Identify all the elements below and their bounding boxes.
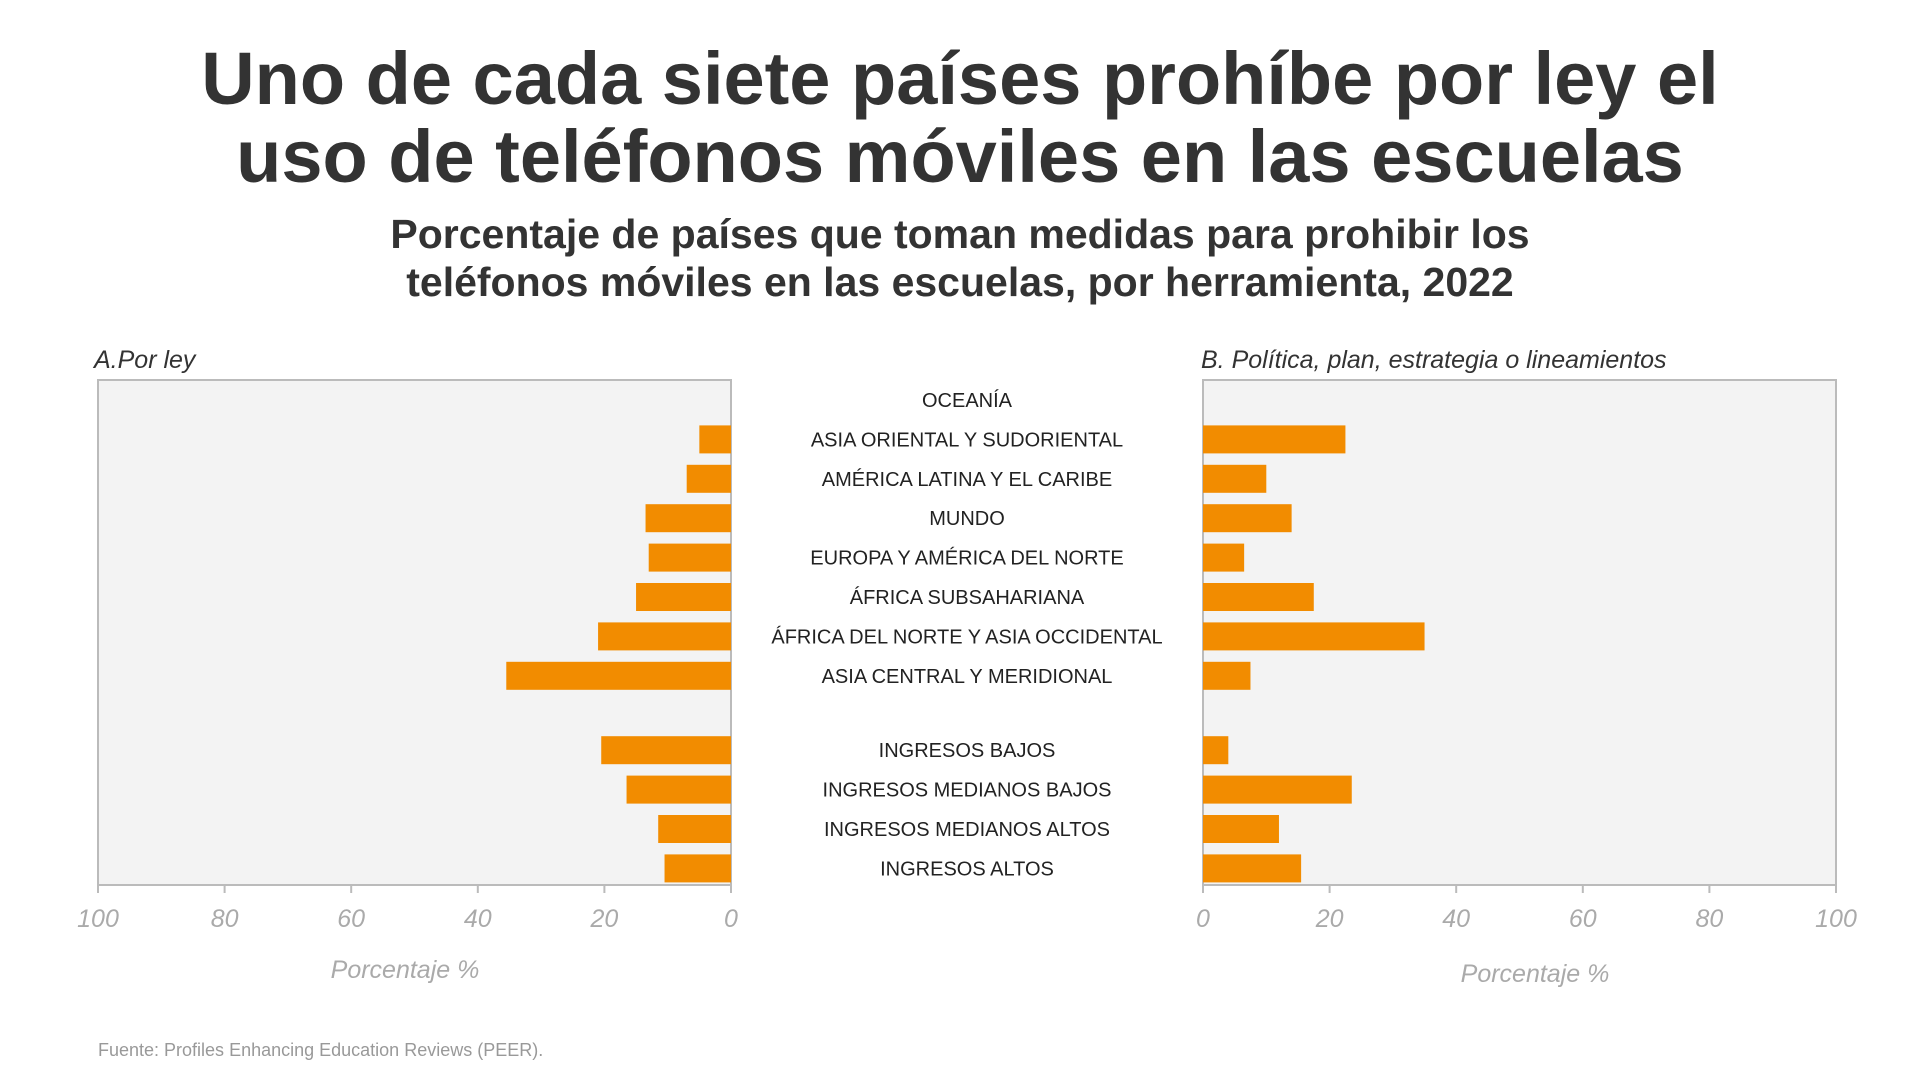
category-label-4: EUROPA Y AMÉRICA DEL NORTE bbox=[810, 547, 1123, 570]
source-note: Fuente: Profiles Enhancing Education Rev… bbox=[98, 1040, 544, 1060]
bar-a-6 bbox=[598, 622, 731, 651]
panel-b-bars bbox=[1203, 425, 1425, 883]
title-line-2: uso de teléfonos móviles en las escuelas bbox=[236, 115, 1684, 198]
title-line-1: Uno de cada siete países prohíbe por ley… bbox=[201, 37, 1719, 120]
tick-label-b-4: 80 bbox=[1695, 905, 1723, 933]
bar-a-1 bbox=[699, 425, 731, 454]
tick-label-a-1: 20 bbox=[589, 905, 618, 933]
bar-b-2 bbox=[1203, 464, 1267, 493]
bar-a-8 bbox=[601, 736, 731, 765]
bar-a-5 bbox=[636, 583, 731, 611]
bar-b-10 bbox=[1203, 815, 1279, 843]
subtitle-line-2: teléfonos móviles en las escuelas, por h… bbox=[406, 259, 1514, 305]
category-label-0: OCEANÍA bbox=[922, 389, 1013, 412]
panel-a-axis-title: Porcentaje % bbox=[331, 956, 480, 984]
panel-b-axis-title: Porcentaje % bbox=[1461, 960, 1610, 988]
panel-a-bars bbox=[506, 425, 731, 883]
tick-label-b-1: 20 bbox=[1315, 905, 1344, 933]
category-label-10: INGRESOS MEDIANOS ALTOS bbox=[824, 819, 1110, 841]
tick-label-a-3: 60 bbox=[337, 905, 365, 933]
bar-a-3 bbox=[645, 504, 731, 533]
bar-a-11 bbox=[664, 854, 731, 883]
category-label-1: ASIA ORIENTAL Y SUDORIENTAL bbox=[811, 429, 1123, 451]
tick-label-b-2: 40 bbox=[1442, 905, 1470, 933]
category-label-8: INGRESOS BAJOS bbox=[879, 740, 1056, 762]
panel-a-ticks: 0 20 40 60 80 100 bbox=[77, 885, 738, 933]
tick-label-b-3: 60 bbox=[1569, 905, 1597, 933]
bar-a-7 bbox=[506, 661, 731, 690]
panel-b-ticks: 0 20 40 60 80 100 bbox=[1196, 885, 1857, 933]
category-label-11: INGRESOS ALTOS bbox=[880, 858, 1054, 880]
bar-b-8 bbox=[1203, 736, 1229, 765]
category-labels: OCEANÍA ASIA ORIENTAL Y SUDORIENTAL AMÉRIC… bbox=[771, 389, 1162, 880]
tick-label-b-5: 100 bbox=[1815, 905, 1857, 933]
bar-b-4 bbox=[1203, 543, 1245, 572]
tick-label-a-2: 40 bbox=[464, 905, 492, 933]
category-label-7: ASIA CENTRAL Y MERIDIONAL bbox=[822, 666, 1113, 688]
tick-label-a-5: 100 bbox=[77, 905, 119, 933]
bar-b-9 bbox=[1203, 775, 1352, 804]
bar-a-9 bbox=[626, 775, 731, 804]
bar-b-11 bbox=[1203, 854, 1302, 883]
subtitle-line-1: Porcentaje de países que toman medidas p… bbox=[390, 211, 1530, 257]
bar-a-2 bbox=[686, 464, 731, 493]
bar-b-7 bbox=[1203, 661, 1251, 690]
tick-label-a-4: 80 bbox=[211, 905, 239, 933]
bar-b-5 bbox=[1203, 583, 1314, 611]
bar-b-6 bbox=[1203, 622, 1425, 651]
tick-label-b-0: 0 bbox=[1196, 905, 1210, 933]
category-label-3: MUNDO bbox=[929, 508, 1005, 530]
category-label-2: AMÉRICA LATINA Y EL CARIBE bbox=[822, 468, 1112, 491]
bar-b-1 bbox=[1203, 425, 1346, 454]
bar-a-10 bbox=[658, 815, 731, 843]
panel-b-title: B. Política, plan, estrategia o lineamie… bbox=[1201, 346, 1667, 374]
category-label-9: INGRESOS MEDIANOS BAJOS bbox=[823, 780, 1112, 802]
category-label-5: ÁFRICA SUBSAHARIANA bbox=[850, 586, 1085, 609]
bar-a-4 bbox=[648, 543, 731, 572]
tick-label-a-0: 0 bbox=[724, 905, 738, 933]
panel-a-title: A.Por ley bbox=[92, 346, 197, 374]
category-label-6: ÁFRICA DEL NORTE Y ASIA OCCIDENTAL bbox=[771, 625, 1162, 648]
bar-b-3 bbox=[1203, 504, 1292, 533]
